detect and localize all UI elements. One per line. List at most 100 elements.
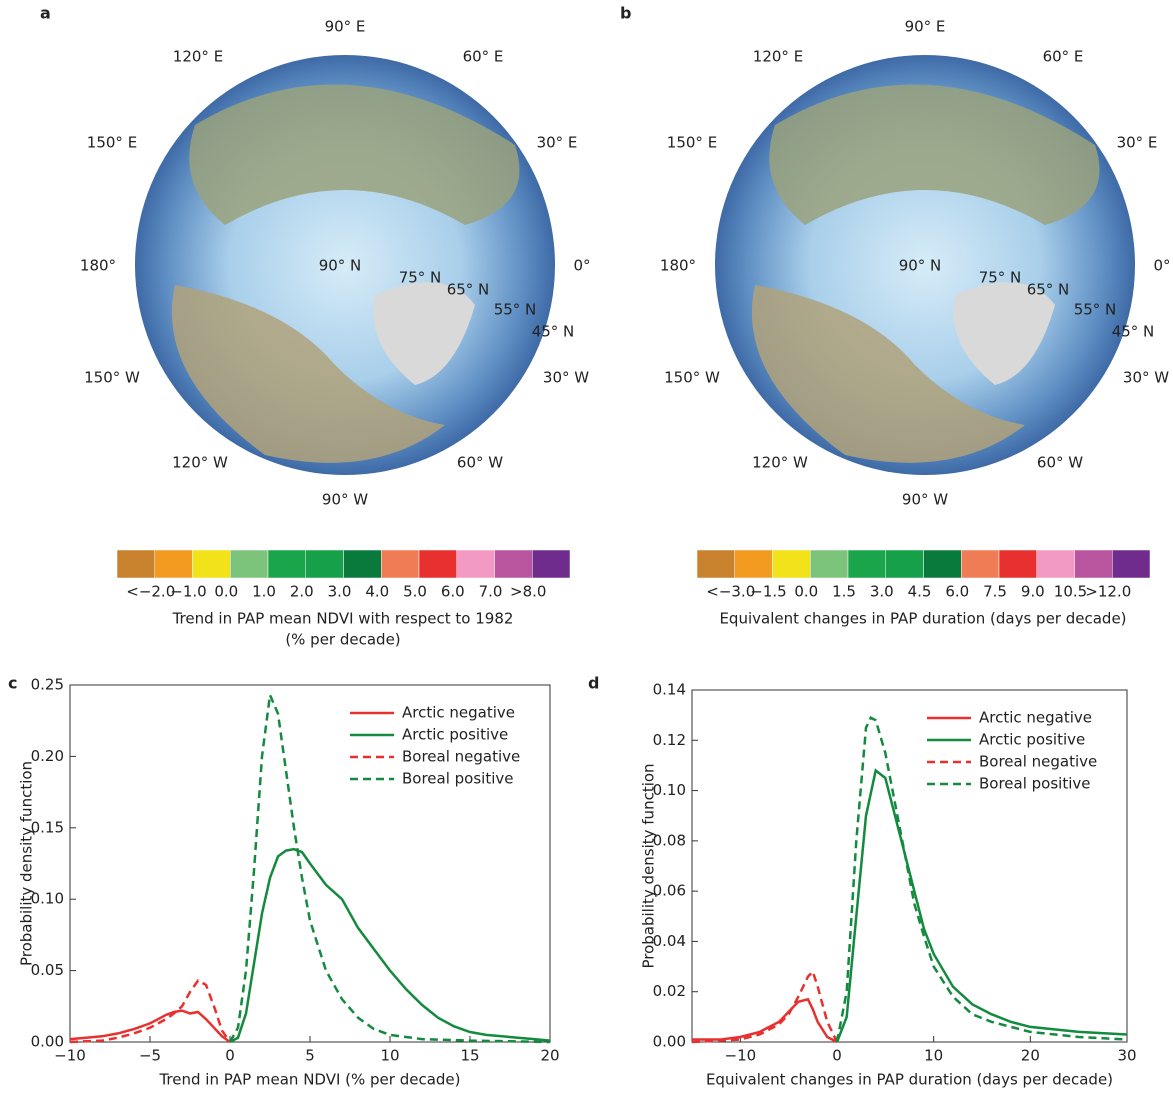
graticule-label: 90° E (905, 18, 946, 36)
colorbar-label: 6.0 (441, 583, 465, 601)
graticule-label: 75° N (399, 269, 442, 287)
graticule-label: 120° E (753, 48, 803, 66)
plot-frame (691, 689, 1128, 1043)
x-tick-label: 30 (1117, 1047, 1136, 1065)
series-line (835, 716, 1128, 1043)
x-tick-label: 5 (305, 1047, 315, 1065)
colorbar-cell (734, 549, 773, 579)
graticule-label: 60° E (1043, 48, 1084, 66)
colorbar-label: 1.5 (832, 583, 856, 601)
colorbar-label: >8.0 (510, 583, 546, 601)
graticule-label: 55° N (1074, 301, 1117, 319)
x-tick-label: 20 (1021, 1047, 1040, 1065)
colorbar-cell (116, 549, 155, 579)
y-tick-label: 0.14 (653, 681, 686, 699)
land-america (751, 285, 1025, 463)
legend-label: Boreal negative (979, 753, 1097, 771)
graticule-label: 90° N (899, 257, 942, 275)
colorbar-cell (810, 549, 849, 579)
x-tick-label: 0 (225, 1047, 235, 1065)
colorbar-cell (1074, 549, 1113, 579)
colorbar-label: 7.0 (479, 583, 503, 601)
land-america (171, 285, 445, 463)
y-tick-label: 0.00 (31, 1033, 64, 1051)
colorbar-label: <−2.0 (126, 583, 175, 601)
series-line (229, 847, 551, 1044)
x-tick-label: −5 (139, 1047, 161, 1065)
colorbar-cell (696, 549, 735, 579)
graticule-label: 0° (573, 257, 590, 275)
x-tick-label: 10 (380, 1047, 399, 1065)
greenland (373, 282, 475, 385)
colorbar-label: 0.0 (794, 583, 818, 601)
y-tick-label: 0.06 (653, 882, 686, 900)
colorbar-label: 3.0 (328, 583, 352, 601)
land-eurasia (189, 84, 520, 225)
colorbar-label: −1.5 (750, 583, 786, 601)
graticule-label: 65° N (447, 281, 490, 299)
colorbar-cell (885, 549, 924, 579)
y-tick-label: 0.08 (653, 831, 686, 849)
y-tick-label: 0.25 (31, 676, 64, 694)
series-line (835, 768, 1128, 1043)
y-tick-label: 0.10 (31, 890, 64, 908)
x-tick-label: 15 (460, 1047, 479, 1065)
colorbar-cell (267, 549, 306, 579)
graticule-label: 90° N (319, 257, 362, 275)
graticule-label: 60° E (463, 48, 504, 66)
colorbar-cell (192, 549, 231, 579)
series-line (692, 997, 838, 1044)
colorbar-label: 3.0 (870, 583, 894, 601)
y-tick-label: 0.12 (653, 731, 686, 749)
y-tick-label: 0.15 (31, 818, 64, 836)
colorbar-subtitle: (% per decade) (285, 631, 400, 649)
colorbar-cell (456, 549, 495, 579)
colorbar-cell (998, 549, 1037, 579)
graticule-label: 150° W (84, 369, 140, 387)
legend-label: Boreal negative (402, 748, 520, 766)
graticule-label: 30° W (543, 369, 589, 387)
colorbar-cell (1112, 549, 1151, 579)
colorbar-cell (343, 549, 382, 579)
colorbar-label: 4.5 (908, 583, 932, 601)
greenland (953, 282, 1055, 385)
legend-label: Arctic negative (402, 704, 515, 722)
graticule-label: 180° (80, 257, 116, 275)
colorbar-label: 2.0 (290, 583, 314, 601)
graticule-label: 180° (660, 257, 696, 275)
graticule-label: 30° E (1117, 134, 1158, 152)
series-line (69, 978, 232, 1044)
graticule-label: 30° W (1123, 369, 1169, 387)
graticule-label: 150° W (664, 369, 720, 387)
y-axis-label: Probability density function (640, 763, 658, 968)
graticule-label: 45° N (532, 323, 575, 341)
panel-label: a (40, 4, 51, 23)
colorbar-cell (1036, 549, 1075, 579)
colorbar-cell (381, 549, 420, 579)
x-tick-label: −10 (725, 1047, 757, 1065)
graticule-label: 75° N (979, 269, 1022, 287)
colorbar-cell (847, 549, 886, 579)
colorbar-cell (154, 549, 193, 579)
colorbar-label: <−3.0 (706, 583, 755, 601)
colorbar-label: 7.5 (983, 583, 1007, 601)
legend-label: Arctic positive (402, 726, 508, 744)
graticule-label: 30° E (537, 134, 578, 152)
graticule-label: 90° W (322, 491, 368, 509)
graticule-label: 90° W (902, 491, 948, 509)
x-axis-label: Equivalent changes in PAP duration (days… (706, 1071, 1113, 1089)
legend-label: Boreal positive (979, 775, 1091, 793)
graticule-label: 150° E (667, 134, 717, 152)
colorbar-cell (418, 549, 457, 579)
graticule-label: 120° W (172, 454, 228, 472)
y-tick-label: 0.00 (653, 1033, 686, 1051)
colorbar-label: 1.0 (252, 583, 276, 601)
graticule-label: 60° W (457, 454, 503, 472)
graticule-label: 0° (1153, 257, 1170, 275)
legend-label: Arctic negative (979, 709, 1092, 727)
colorbar-title: Trend in PAP mean NDVI with respect to 1… (172, 610, 514, 628)
y-tick-label: 0.10 (653, 781, 686, 799)
colorbar-label: 4.0 (365, 583, 389, 601)
colorbar-label: 6.0 (945, 583, 969, 601)
y-tick-label: 0.05 (31, 961, 64, 979)
